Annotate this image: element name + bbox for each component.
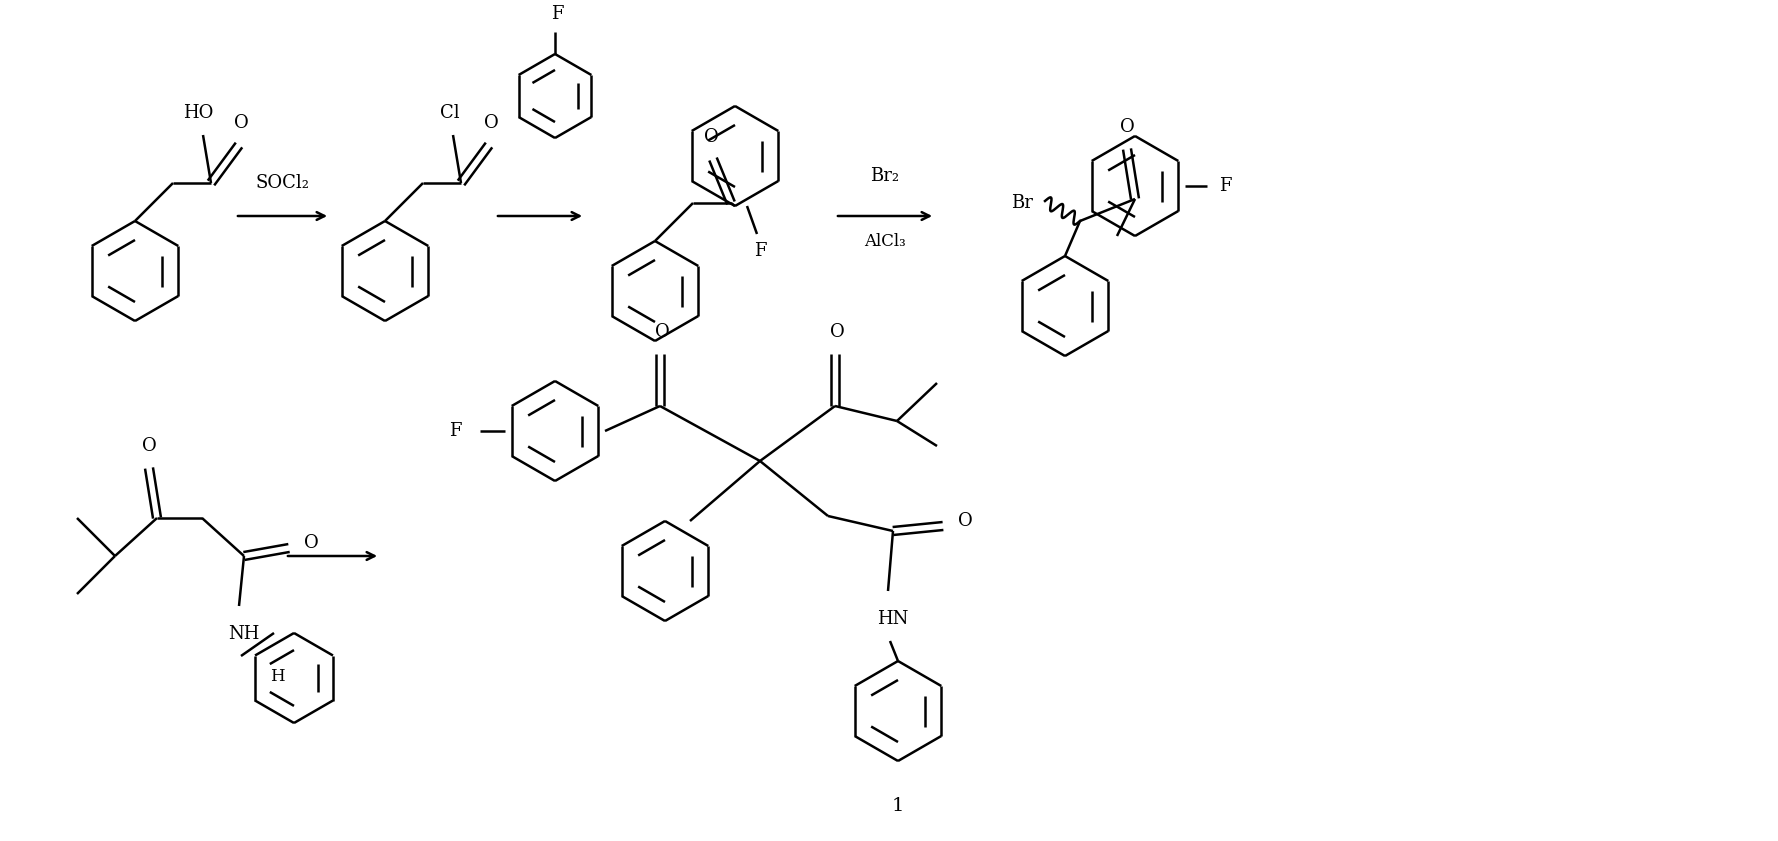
Text: HO: HO: [183, 104, 213, 122]
Text: F: F: [1218, 177, 1230, 195]
Text: O: O: [142, 437, 156, 455]
Text: O: O: [233, 114, 249, 132]
Text: 1: 1: [893, 797, 905, 815]
Text: O: O: [958, 512, 973, 530]
Text: O: O: [704, 128, 718, 146]
Text: O: O: [1120, 118, 1134, 136]
Text: Br₂: Br₂: [871, 167, 900, 185]
Text: H: H: [270, 668, 284, 685]
Text: O: O: [830, 323, 845, 341]
Text: Br: Br: [1012, 194, 1033, 212]
Text: O: O: [654, 323, 669, 341]
Text: F: F: [448, 422, 461, 440]
Text: NH: NH: [228, 625, 260, 643]
Text: O: O: [304, 534, 318, 552]
Text: SOCl₂: SOCl₂: [256, 174, 309, 192]
Text: F: F: [754, 242, 766, 260]
Text: HN: HN: [877, 610, 909, 628]
Text: Cl: Cl: [441, 104, 461, 122]
Text: O: O: [484, 114, 498, 132]
Text: AlCl₃: AlCl₃: [864, 232, 905, 250]
Text: F: F: [551, 5, 564, 23]
